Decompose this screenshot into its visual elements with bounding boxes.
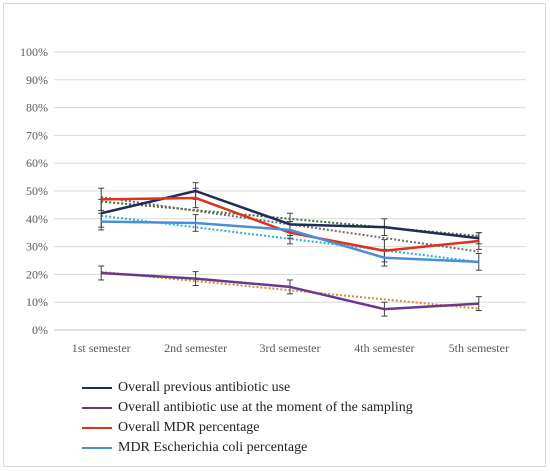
y-axis-ticks: 0% 10% 20% 30% 40% 50% 60% 70% 80% 90% 100% [20, 45, 48, 337]
x-axis-ticks: 1st semester 2nd semester 3rd semester 4th … [72, 341, 509, 355]
legend-label: Overall antibiotic use at the moment of … [118, 400, 413, 415]
trendline-series-3 [101, 214, 479, 263]
line-chart: 0% 10% 20% 30% 40% 50% 60% 70% 80% 90% 100% 1st se… [20, 45, 526, 355]
y-tick-label: 100% [20, 45, 48, 59]
y-tick-label: 30% [26, 240, 48, 254]
legend-swatch [82, 387, 112, 389]
x-tick-label: 5th semester [449, 341, 509, 355]
y-tick-label: 10% [26, 295, 48, 309]
legend-swatch [82, 407, 112, 409]
series-lines [100, 189, 479, 311]
x-tick-label: 3rd semester [260, 341, 321, 355]
trendline-series-2 [101, 196, 479, 253]
legend-item: MDR Escherichia coli percentage [82, 438, 542, 458]
y-tick-label: 90% [26, 73, 48, 87]
legend-item: Overall MDR percentage [82, 418, 542, 438]
legend: Overall previous antibiotic use Overall a… [82, 378, 542, 458]
legend-item: Overall previous antibiotic use [82, 378, 542, 398]
legend-item: Overall antibiotic use at the moment of … [82, 398, 542, 418]
legend-label: MDR Escherichia coli percentage [118, 440, 308, 455]
legend-label: Overall previous antibiotic use [118, 380, 291, 395]
legend-swatch [82, 447, 112, 449]
y-tick-label: 80% [26, 101, 48, 115]
x-tick-label: 4th semester [354, 341, 414, 355]
x-tick-label: 1st semester [72, 341, 131, 355]
y-tick-label: 0% [32, 323, 48, 337]
legend-label: Overall MDR percentage [118, 420, 260, 435]
y-tick-label: 50% [26, 184, 48, 198]
error-bars [98, 182, 482, 317]
x-tick-label: 2nd semester [164, 341, 227, 355]
chart-frame: 0% 10% 20% 30% 40% 50% 60% 70% 80% 90% 100% 1st se… [3, 3, 546, 467]
y-tick-label: 20% [26, 267, 48, 281]
y-tick-label: 60% [26, 156, 48, 170]
y-tick-label: 40% [26, 212, 48, 226]
legend-swatch [82, 427, 112, 429]
y-tick-label: 70% [26, 128, 48, 142]
